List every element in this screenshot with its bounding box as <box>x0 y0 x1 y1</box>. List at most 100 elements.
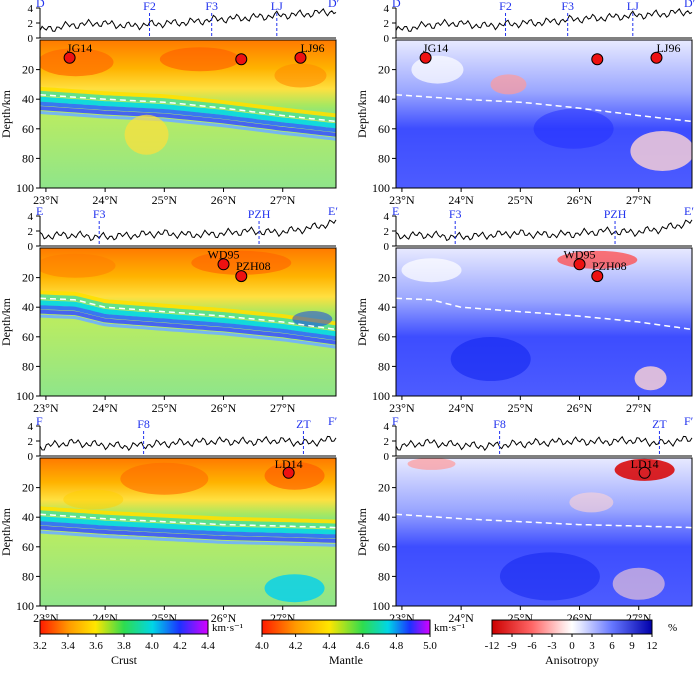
profile-end-label: D′ <box>684 0 696 10</box>
fault-label: F8 <box>137 417 150 431</box>
depth-tick-label: 80 <box>22 151 34 165</box>
velocity-anomaly <box>40 253 116 278</box>
colorbar-tick-label: -12 <box>485 640 500 652</box>
colorbar-tick-label: -6 <box>527 640 537 652</box>
station-marker <box>217 258 230 271</box>
topography-line <box>395 8 693 32</box>
colorbar-tick-label: -9 <box>507 640 517 652</box>
moho-velocity-band <box>40 305 336 341</box>
topo-tick-label: 4 <box>28 211 34 223</box>
station-label: LJ96 <box>300 41 324 55</box>
latitude-tick-label: 24°N <box>448 401 474 415</box>
profile-end-label: E′ <box>328 204 338 218</box>
moho-velocity-band <box>40 290 336 326</box>
depth-axis: 20 40 60 80 100 Depth/km <box>355 63 396 195</box>
moho-velocity-band <box>40 96 336 129</box>
depth-tick-label: 100 <box>16 599 34 613</box>
depth-tick-label: 80 <box>378 359 390 373</box>
topo-tick-label: 4 <box>384 211 390 223</box>
depth-tick-label: 20 <box>22 271 34 285</box>
anisotropy-anomaly <box>630 131 692 171</box>
colorbar-tick-label: -3 <box>547 640 557 652</box>
latitude-axis: 23°N 24°N 25°N 26°N 27°N <box>33 396 296 415</box>
depth-tick-label: 80 <box>378 569 390 583</box>
section-image <box>396 248 692 396</box>
fault-label: ZT <box>652 417 667 431</box>
station-marker <box>294 51 307 64</box>
topo-tick-label: 4 <box>384 3 390 15</box>
depth-axis-title: Depth/km <box>355 507 369 556</box>
section-image <box>40 40 336 188</box>
depth-tick-label: 20 <box>378 271 390 285</box>
anisotropy-anomaly <box>499 552 600 601</box>
moho-velocity-band <box>40 294 336 331</box>
colorbar-ramp <box>39 619 209 635</box>
moho-velocity-band <box>40 521 336 539</box>
colorbar-unit: km·s⁻¹ <box>434 622 465 634</box>
fault-label: F8 <box>493 417 506 431</box>
station-marker <box>591 53 604 66</box>
depth-tick-label: 100 <box>16 181 34 195</box>
latitude-tick-label: 23°N <box>33 401 59 415</box>
profile-end-label: E′ <box>684 204 694 218</box>
depth-tick-label: 40 <box>378 510 390 524</box>
depth-tick-label: 60 <box>378 330 390 344</box>
anisotropy-anomaly <box>569 492 614 513</box>
station-marker <box>282 466 295 479</box>
topography-line <box>39 219 337 242</box>
latitude-tick-label: 25°N <box>508 401 534 415</box>
colorbar-tick-label: 9 <box>629 640 635 652</box>
latitude-tick-label: 26°N <box>567 193 593 207</box>
moho-velocity-band <box>40 101 336 133</box>
latitude-tick-label: 26°N <box>211 401 237 415</box>
colorbar-unit: km·s⁻¹ <box>212 622 243 634</box>
latitude-tick-label: 26°N <box>211 193 237 207</box>
topo-axis: 0 2 4 <box>384 3 397 45</box>
depth-tick-label: 60 <box>22 540 34 554</box>
section-frame <box>395 457 693 607</box>
fault-label: ZT <box>296 417 311 431</box>
anisotropy-anomaly <box>411 55 464 84</box>
station-label: LD14 <box>631 457 659 471</box>
topo-axis: 0 2 4 <box>28 3 41 45</box>
topo-tick-label: 2 <box>28 18 34 30</box>
topo-tick-label: 0 <box>28 451 34 463</box>
profile-start-label: D <box>36 0 45 10</box>
colorbar-tick-label: 0 <box>569 640 575 652</box>
anisotropy-anomaly <box>533 108 614 149</box>
station-label: JG14 <box>67 41 92 55</box>
station-marker <box>235 270 248 283</box>
topo-tick-label: 2 <box>384 436 390 448</box>
section-frame <box>39 457 337 607</box>
latitude-tick-label: 27°N <box>270 401 296 415</box>
depth-axis: 20 40 60 80 100 Depth/km <box>355 481 396 613</box>
anisotropy-anomaly <box>401 258 462 283</box>
fault-label: F3 <box>205 0 218 13</box>
fault-label: F3 <box>93 207 106 221</box>
moho-velocity-band <box>40 516 336 535</box>
topo-tick-label: 2 <box>28 226 34 238</box>
anisotropy-anomaly <box>634 366 667 391</box>
colorbar-ramp <box>491 619 653 635</box>
profile-start-label: E <box>392 204 399 218</box>
station-marker <box>591 270 604 283</box>
colorbar-ramp <box>261 619 431 635</box>
topo-tick-label: 0 <box>384 33 390 45</box>
profile-start-label: D <box>392 0 401 10</box>
depth-tick-label: 60 <box>378 122 390 136</box>
depth-tick-label: 80 <box>378 151 390 165</box>
colorbar-anisotropy: -12 -9 -6 -3 0 3 6 9 12% Anisotropy <box>485 619 677 667</box>
station-label: PZH08 <box>236 259 271 273</box>
depth-tick-label: 60 <box>378 540 390 554</box>
colorbar-title: Crust <box>111 653 138 667</box>
latitude-tick-label: 23°N <box>389 193 415 207</box>
topo-axis: 0 2 4 <box>384 211 397 253</box>
profile-start-label: F <box>392 414 399 428</box>
colorbar-unit: % <box>668 622 677 634</box>
latitude-tick-label: 27°N <box>270 193 296 207</box>
depth-axis: 20 40 60 80 100 Depth/km <box>0 481 40 613</box>
